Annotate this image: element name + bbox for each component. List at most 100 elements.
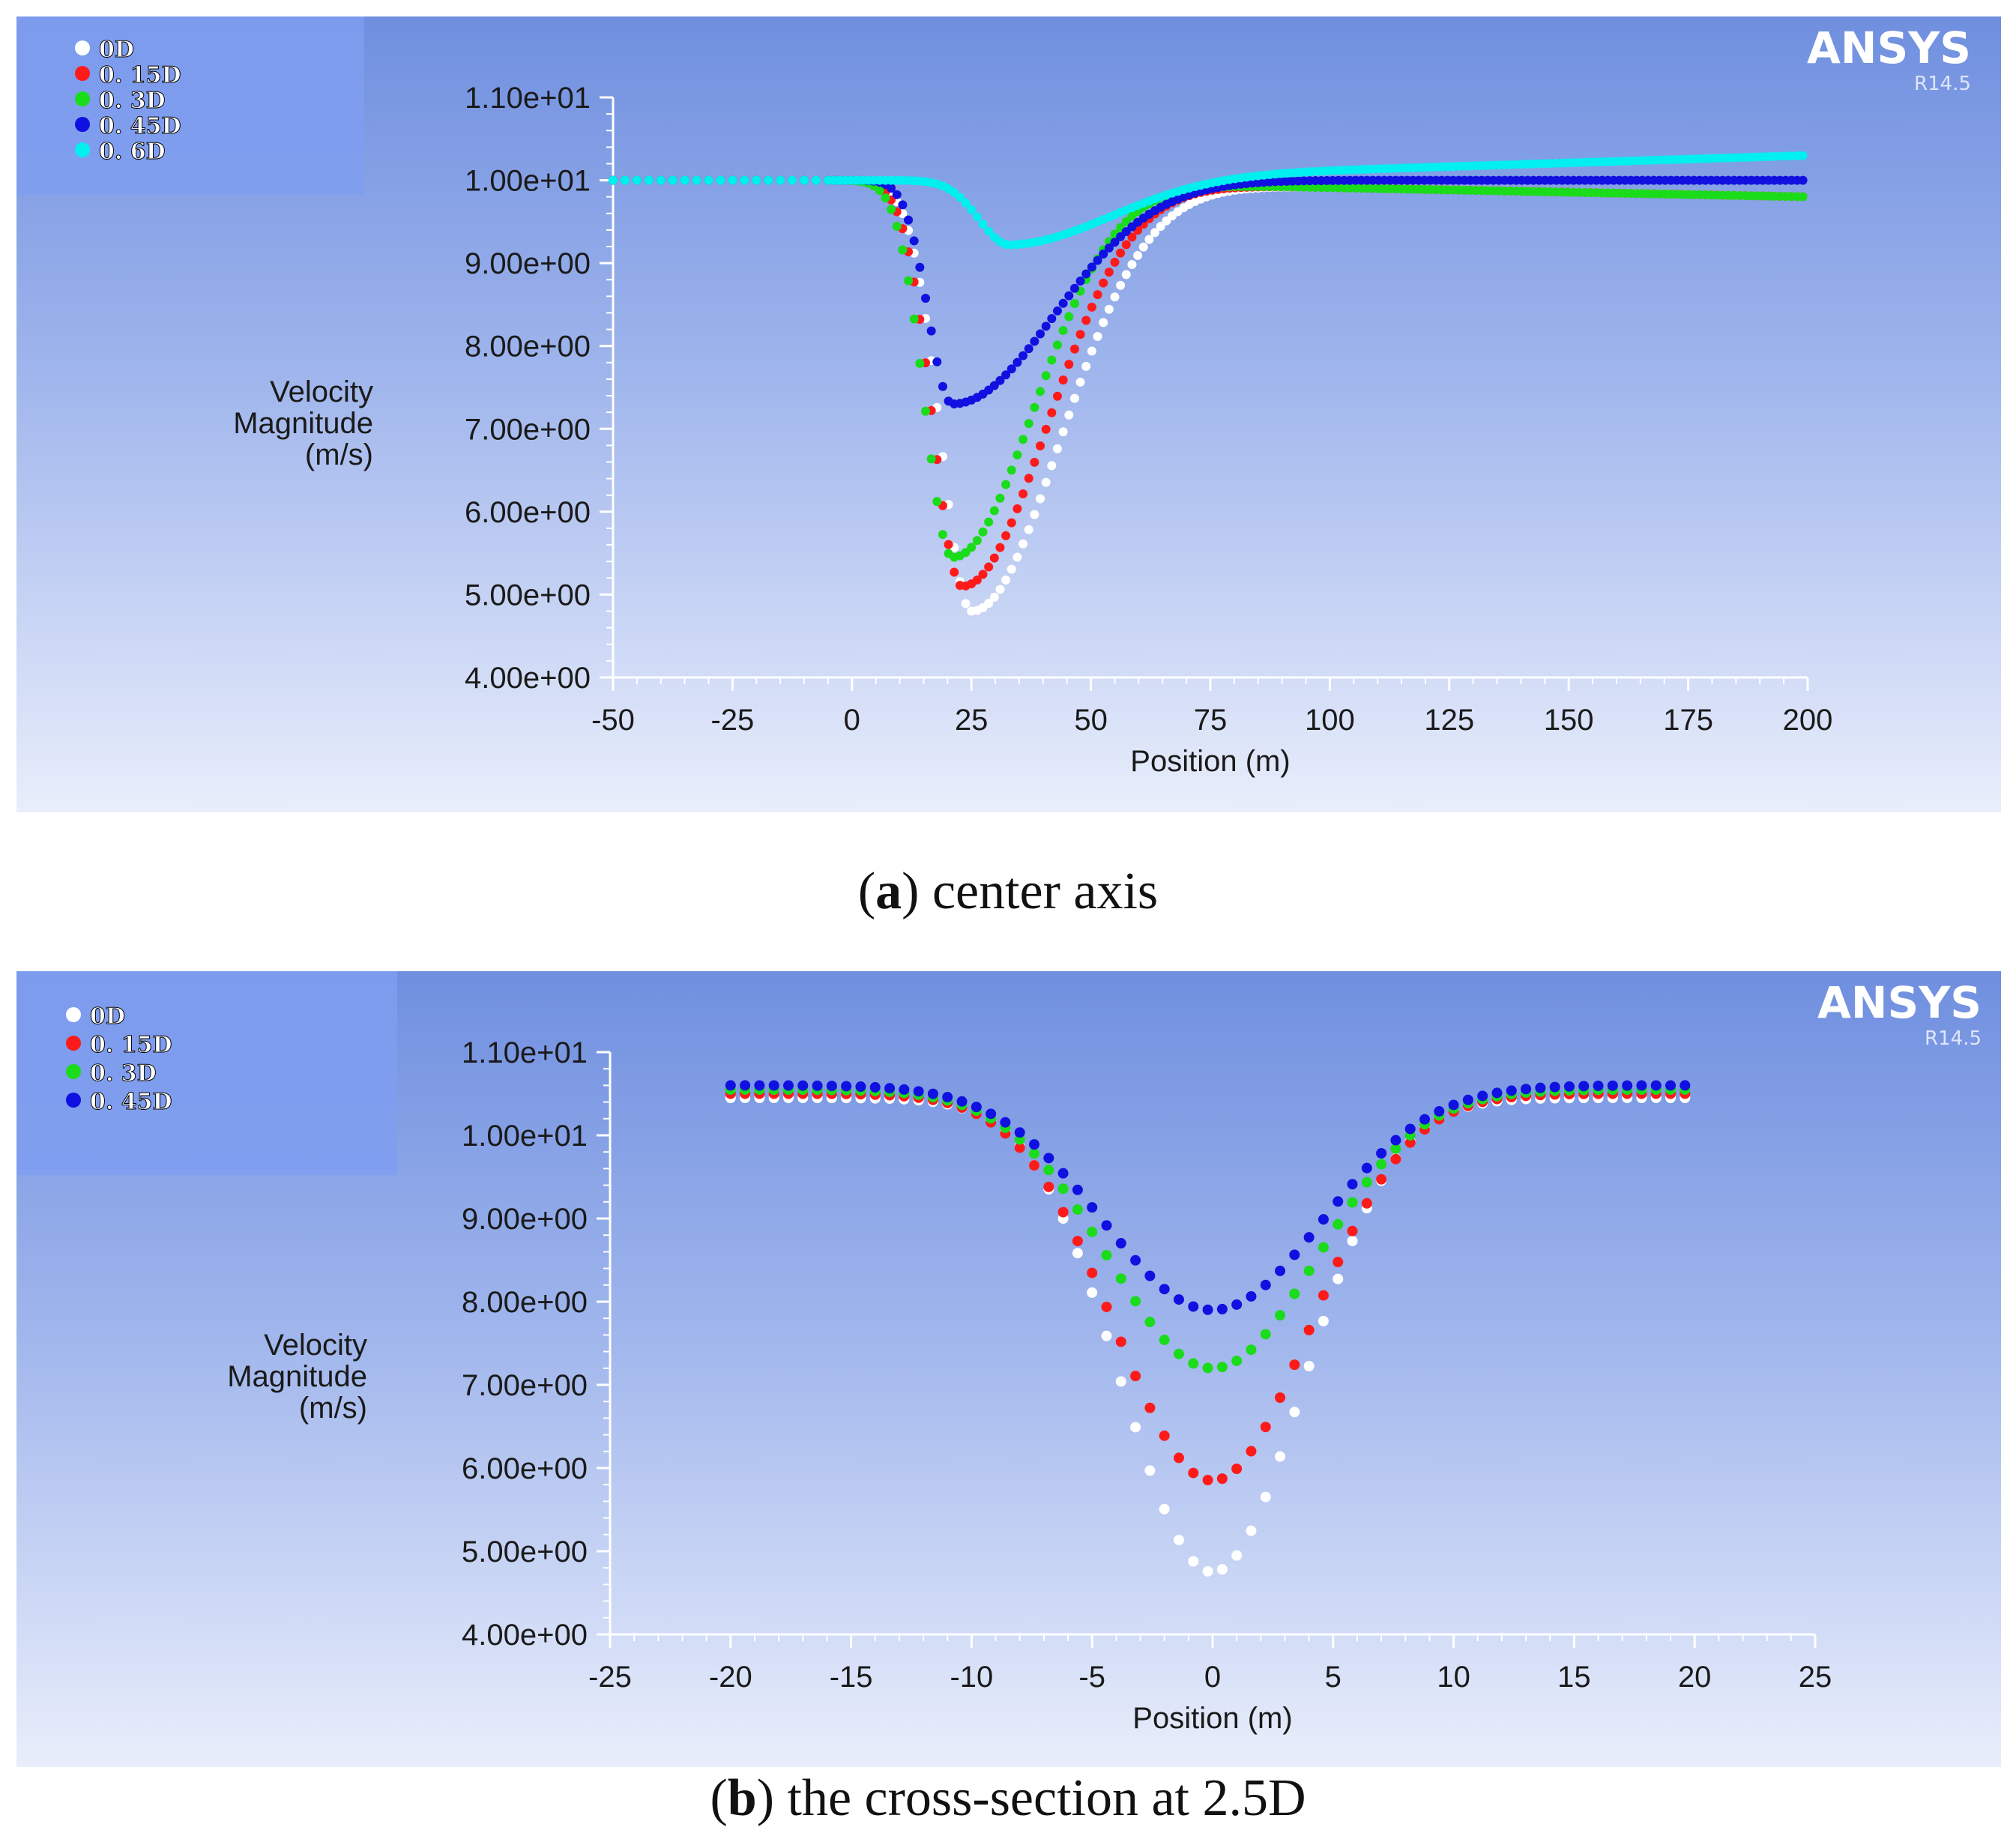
y-axis-label: (m/s) bbox=[305, 438, 373, 471]
data-point bbox=[1216, 1362, 1228, 1373]
data-point bbox=[1058, 298, 1068, 308]
legend-marker bbox=[75, 91, 90, 106]
data-point bbox=[1506, 1085, 1517, 1096]
data-point bbox=[1289, 1288, 1300, 1299]
data-point bbox=[1361, 1177, 1372, 1188]
data-point bbox=[1018, 539, 1028, 549]
caption-b-text: the cross-section at 2.5D bbox=[774, 1769, 1306, 1827]
data-point bbox=[1246, 1446, 1257, 1457]
ansys-version: R14.5 bbox=[1925, 1027, 1982, 1050]
y-tick-label: 5.00e+00 bbox=[465, 579, 591, 612]
y-tick-label: 1.10e+01 bbox=[465, 82, 591, 115]
data-point bbox=[1087, 1267, 1098, 1278]
data-point bbox=[1133, 250, 1143, 260]
data-point bbox=[1064, 291, 1074, 301]
data-point bbox=[898, 245, 908, 255]
data-point bbox=[1303, 1232, 1315, 1243]
data-point bbox=[1041, 424, 1051, 434]
data-point bbox=[1188, 1467, 1199, 1479]
data-point bbox=[1798, 175, 1808, 185]
data-point bbox=[932, 357, 942, 366]
data-point bbox=[1275, 1392, 1286, 1403]
data-point bbox=[1087, 302, 1096, 312]
data-point bbox=[1798, 151, 1808, 160]
y-tick-label: 6.00e+00 bbox=[462, 1452, 588, 1485]
y-tick-label: 1.00e+01 bbox=[462, 1120, 588, 1153]
y-axis-label: (m/s) bbox=[299, 1392, 367, 1425]
data-point bbox=[1188, 1358, 1199, 1369]
data-point bbox=[740, 1080, 751, 1091]
data-point bbox=[764, 175, 773, 185]
data-point bbox=[1052, 444, 1062, 453]
data-point bbox=[1058, 427, 1068, 437]
data-point bbox=[1099, 278, 1108, 288]
data-point bbox=[1593, 1080, 1604, 1091]
data-point bbox=[1202, 1304, 1213, 1315]
data-point bbox=[1072, 1204, 1083, 1216]
data-point bbox=[1650, 1080, 1662, 1091]
data-point bbox=[782, 1080, 794, 1091]
data-point bbox=[1036, 441, 1045, 450]
data-point bbox=[1072, 1184, 1083, 1195]
data-point bbox=[1018, 489, 1028, 499]
data-point bbox=[926, 326, 936, 336]
series-points bbox=[725, 1080, 1691, 1577]
data-point bbox=[1058, 326, 1068, 336]
data-point bbox=[752, 175, 761, 185]
data-point bbox=[1303, 1361, 1315, 1372]
data-point bbox=[956, 1096, 968, 1107]
data-point bbox=[915, 358, 925, 368]
ansys-logo-text: ANSYS bbox=[1817, 977, 1982, 1028]
data-point bbox=[989, 592, 999, 602]
legend-label: 0D bbox=[90, 1003, 125, 1030]
data-point bbox=[1303, 1324, 1315, 1335]
data-point bbox=[788, 175, 797, 185]
x-tick-label: 20 bbox=[1678, 1661, 1712, 1694]
data-point bbox=[1052, 340, 1062, 350]
data-point bbox=[620, 175, 630, 185]
data-point bbox=[1144, 235, 1154, 244]
data-point bbox=[1246, 1525, 1257, 1536]
data-point bbox=[1036, 494, 1045, 504]
x-tick-label: 5 bbox=[1325, 1661, 1342, 1694]
data-point bbox=[1115, 1336, 1126, 1347]
data-point bbox=[1012, 450, 1022, 460]
data-point bbox=[1188, 1556, 1199, 1567]
data-point bbox=[892, 190, 902, 199]
y-tick-label: 1.00e+01 bbox=[465, 165, 591, 198]
data-point bbox=[1064, 410, 1074, 420]
data-point bbox=[1047, 461, 1057, 471]
data-point bbox=[1043, 1181, 1054, 1192]
data-point bbox=[1144, 1317, 1156, 1328]
data-point bbox=[1246, 1290, 1257, 1302]
data-point bbox=[1057, 1183, 1069, 1195]
y-tick-label: 4.00e+00 bbox=[465, 662, 591, 695]
data-point bbox=[915, 262, 925, 272]
data-point bbox=[1041, 477, 1051, 487]
data-point bbox=[984, 562, 994, 572]
data-point bbox=[1029, 1160, 1040, 1171]
data-point bbox=[1347, 1225, 1358, 1236]
x-tick-label: -15 bbox=[830, 1661, 873, 1694]
data-point bbox=[955, 193, 965, 202]
data-point bbox=[1007, 564, 1016, 574]
legend-marker bbox=[66, 1064, 81, 1079]
data-point bbox=[1144, 1465, 1156, 1476]
data-point bbox=[811, 175, 821, 185]
data-point bbox=[1087, 1287, 1098, 1298]
legend-marker bbox=[66, 1036, 81, 1051]
data-point bbox=[1434, 1106, 1445, 1117]
data-point bbox=[1477, 1090, 1488, 1102]
data-point bbox=[1047, 355, 1057, 365]
data-point bbox=[1029, 1148, 1040, 1159]
data-point bbox=[1052, 391, 1062, 401]
data-point bbox=[972, 536, 982, 546]
data-point bbox=[1347, 1197, 1358, 1208]
caption-b: (b) the cross-section at 2.5D bbox=[710, 1769, 1306, 1827]
data-point bbox=[1104, 268, 1114, 277]
data-point bbox=[1043, 1153, 1054, 1164]
data-point bbox=[1202, 1362, 1213, 1374]
data-point bbox=[1390, 1153, 1401, 1165]
data-point bbox=[1260, 1422, 1271, 1433]
data-point bbox=[1563, 1081, 1575, 1092]
